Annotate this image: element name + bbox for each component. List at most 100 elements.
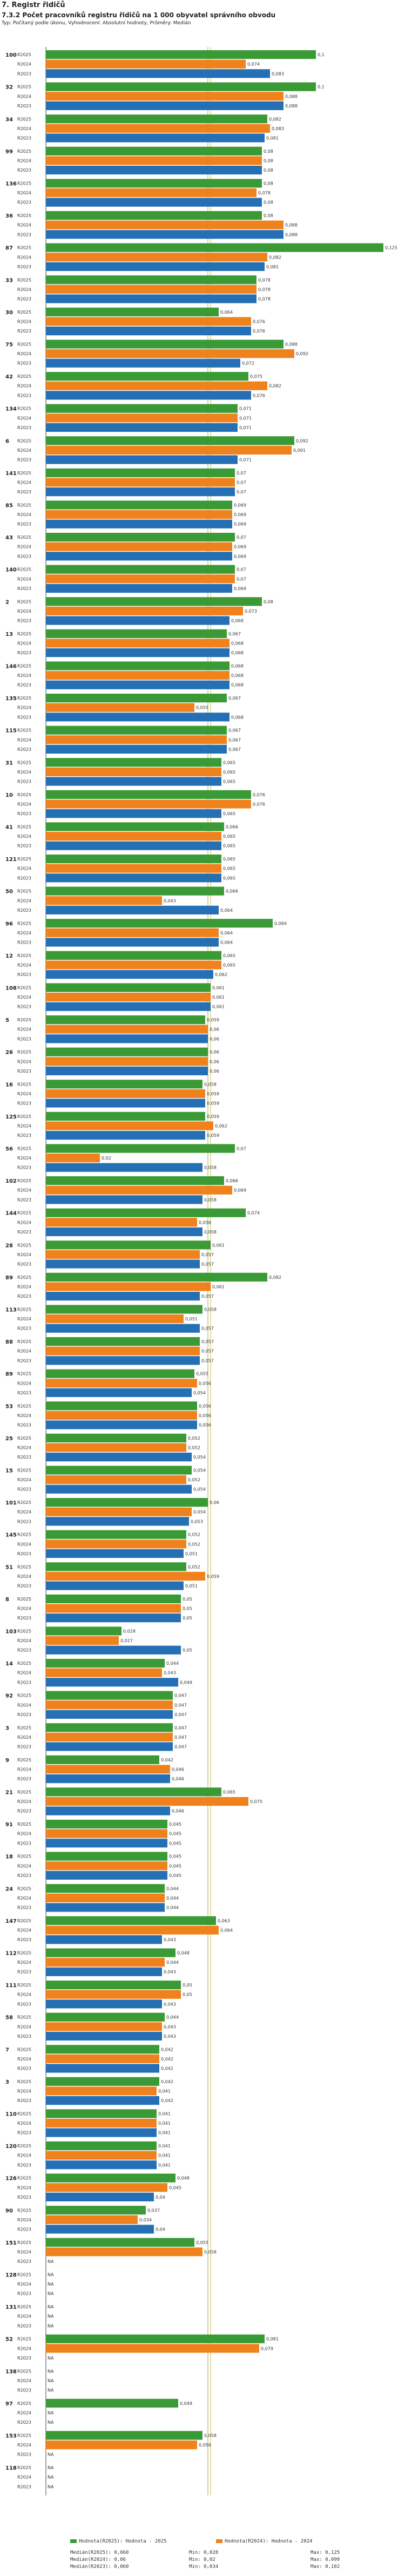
- series-tick-label: R2025: [17, 825, 31, 830]
- series-tick-label: R2023: [17, 1005, 31, 1009]
- data-label: 0,076: [253, 393, 265, 398]
- series-tick-label: R2024: [17, 191, 31, 195]
- series-tick-label: R2025: [17, 1661, 31, 1666]
- data-label: 0,042: [161, 2057, 173, 2062]
- data-label: 0,052: [188, 1542, 200, 1547]
- bar-R2025: [46, 822, 224, 831]
- bar-R2023: [46, 552, 232, 561]
- bar-R2025: [46, 2173, 176, 2182]
- bar-R2024: [46, 1604, 181, 1613]
- series-tick-label: R2023: [17, 683, 31, 688]
- bar-R2024: [46, 284, 256, 294]
- series-tick-label: R2024: [17, 287, 31, 292]
- group-label: 50: [5, 889, 13, 895]
- data-label: 0,044: [166, 1960, 179, 1965]
- data-label: 0,05: [183, 1606, 192, 1611]
- bar-R2025: [46, 2141, 157, 2151]
- bar-R2023: [46, 294, 256, 303]
- bar-R2025: [46, 50, 316, 59]
- series-tick-label: R2024: [17, 1220, 31, 1225]
- bar-R2024: [46, 253, 267, 262]
- bar-R2025: [46, 2238, 194, 2247]
- bar-R2024: [46, 542, 232, 551]
- series-tick-label: R2023: [17, 747, 31, 752]
- series-tick-label: R2024: [17, 1896, 31, 1901]
- bar-R2023: [46, 1227, 202, 1236]
- series-tick-label: R2023: [17, 1101, 31, 1106]
- data-label: 0,069: [234, 545, 246, 550]
- data-label: 0,078: [258, 191, 271, 195]
- series-tick-label: R2024: [17, 834, 31, 839]
- data-label: 0,067: [228, 696, 241, 701]
- series-tick-label: R2024: [17, 1059, 31, 1064]
- series-tick-label: R2024: [17, 223, 31, 228]
- series-tick-label: R2023: [17, 136, 31, 141]
- max-r2024: Max: 0,099: [310, 2557, 340, 2563]
- series-tick-label: R2024: [17, 448, 31, 453]
- data-label: 0,058: [204, 1230, 217, 1235]
- min-r2023: Min: 0,034: [189, 2564, 219, 2570]
- group-label: 113: [5, 1307, 17, 1313]
- bar-R2025: [46, 2206, 146, 2215]
- bar-R2023: [46, 262, 265, 271]
- group-label: 7: [5, 2047, 9, 2053]
- data-label: 0,08: [264, 168, 273, 173]
- bar-R2024: [46, 1893, 165, 1902]
- bar-R2024: [46, 124, 270, 133]
- series-tick-label: R2024: [17, 255, 31, 260]
- series-tick-label: R2023: [17, 71, 31, 76]
- bar-R2025: [46, 468, 235, 477]
- series-tick-label: R2023: [17, 1616, 31, 1621]
- series-tick-label: R2025: [17, 1436, 31, 1441]
- bar-R2025: [46, 1562, 186, 1571]
- series-tick-label: R2024: [17, 866, 31, 871]
- data-label-na: NA: [48, 2282, 54, 2287]
- data-label: 0,07: [237, 1147, 246, 1151]
- data-label: 0,076: [253, 320, 265, 324]
- group-label: 88: [5, 1339, 13, 1345]
- series-tick-label: R2024: [17, 1767, 31, 1772]
- group-label: 85: [5, 503, 13, 509]
- bar-R2023: [46, 1870, 167, 1880]
- data-label: 0,068: [231, 715, 244, 720]
- bar-R2025: [46, 1530, 186, 1539]
- bar-R2023: [46, 1066, 208, 1075]
- bar-R2023: [46, 1131, 205, 1140]
- bar-R2023: [46, 680, 230, 689]
- series-tick-label: R2024: [17, 802, 31, 807]
- bar-R2024: [46, 1443, 186, 1452]
- data-label: 0,034: [139, 2218, 152, 2222]
- data-label: 0,064: [220, 908, 233, 913]
- bar-R2024: [46, 1732, 173, 1741]
- series-tick-label: R2025: [17, 1018, 31, 1022]
- bar-R2025: [46, 1305, 202, 1314]
- bar-R2024: [46, 1668, 162, 1677]
- data-label: 0,08: [264, 159, 273, 164]
- group-label: 102: [5, 1178, 17, 1184]
- bar-R2025: [46, 179, 262, 188]
- bar-R2025: [46, 726, 227, 735]
- bar-R2025: [46, 275, 256, 284]
- group-label: 111: [5, 1983, 17, 1989]
- series-tick-label: R2024: [17, 1124, 31, 1129]
- series-tick-label: R2024: [17, 2443, 31, 2448]
- bar-R2024: [46, 1797, 248, 1806]
- legend-swatch-r2024: [216, 2539, 222, 2543]
- group-label: 3: [5, 2079, 9, 2085]
- series-tick-label: R2024: [17, 2185, 31, 2190]
- data-label: 0,055: [196, 706, 208, 710]
- bar-R2025: [46, 1337, 200, 1346]
- bar-R2024: [46, 574, 235, 584]
- series-tick-label: R2024: [17, 1703, 31, 1707]
- series-tick-label: R2023: [17, 1165, 31, 1170]
- data-label: 0,065: [223, 834, 235, 839]
- series-tick-label: R2024: [17, 545, 31, 550]
- bar-R2024: [46, 703, 194, 712]
- data-label: 0,07: [237, 577, 246, 581]
- series-tick-label: R2025: [17, 2079, 31, 2084]
- bar-R2024: [46, 1958, 165, 1967]
- series-tick-label: R2025: [17, 1822, 31, 1827]
- data-label: 0,041: [158, 2163, 171, 2167]
- data-label: 0,07: [237, 490, 246, 494]
- data-label: 0,065: [223, 963, 235, 968]
